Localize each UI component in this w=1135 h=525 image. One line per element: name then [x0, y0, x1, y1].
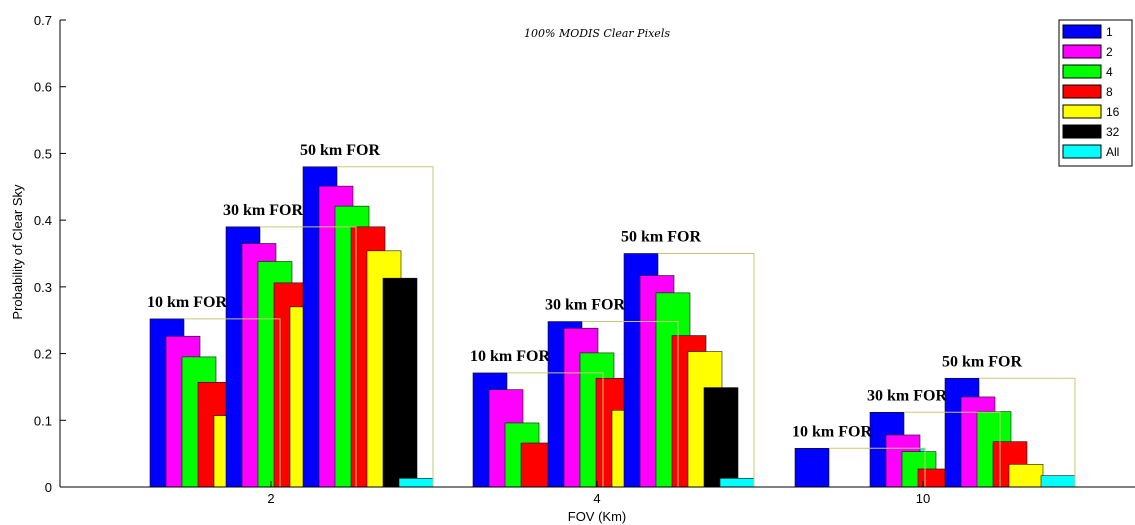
group-frame: [337, 166, 434, 487]
group-label: 50 km FOR: [300, 142, 380, 159]
group-label: 10 km FOR: [147, 294, 227, 311]
group-frame: [904, 411, 1001, 487]
group-label: 30 km FOR: [545, 297, 625, 314]
group-frame: [184, 318, 281, 487]
group-frame: [979, 377, 1076, 487]
y-tick-label: 0: [45, 480, 52, 495]
legend-label: 8: [1106, 85, 1113, 99]
legend-label: 32: [1106, 125, 1120, 139]
legend-swatch: [1062, 104, 1102, 119]
bar: [1008, 464, 1044, 488]
y-axis-label: Probability of Clear Sky: [10, 184, 25, 320]
y-tick-label: 0.5: [34, 146, 52, 161]
y-tick-label: 0.3: [34, 280, 52, 295]
bar: [719, 478, 755, 488]
bar: [1040, 475, 1076, 488]
group-frame: [829, 447, 926, 487]
bar: [794, 448, 830, 488]
x-tick-label: 4: [593, 491, 600, 506]
legend-swatch: [1062, 124, 1102, 139]
legend-label: 1: [1106, 25, 1113, 39]
group-label: 10 km FOR: [792, 423, 872, 440]
group-label: 50 km FOR: [621, 229, 701, 246]
bar: [398, 478, 434, 488]
legend-label: 4: [1106, 65, 1113, 79]
legend-swatch: [1062, 24, 1102, 39]
group-frame: [582, 321, 679, 487]
legend-swatch: [1062, 84, 1102, 99]
y-tick-label: 0.1: [34, 413, 52, 428]
group-label: 30 km FOR: [223, 202, 303, 219]
group-label: 50 km FOR: [942, 353, 1022, 370]
x-tick-label: 10: [916, 491, 930, 506]
group-label: 10 km FOR: [470, 348, 550, 365]
bar: [703, 387, 739, 488]
legend-swatch: [1062, 144, 1102, 159]
legend-label: 16: [1106, 105, 1120, 119]
y-tick-label: 0.4: [34, 213, 52, 228]
chart-title: 100% MODIS Clear Pixels: [524, 27, 670, 40]
x-axis-label: FOV (Km): [568, 509, 627, 524]
y-tick-label: 0.7: [34, 13, 52, 28]
group-frame: [507, 372, 604, 487]
legend-label: 2: [1106, 45, 1113, 59]
bar: [382, 277, 418, 488]
legend-swatch: [1062, 44, 1102, 59]
legend: 1 2 4 8 16 32 All: [1058, 19, 1133, 167]
y-tick-label: 0.6: [34, 80, 52, 95]
legend-swatch: [1062, 64, 1102, 79]
group-frame: [658, 253, 755, 487]
y-tick-label: 0.2: [34, 347, 52, 362]
group-frame: [260, 226, 357, 487]
x-tick-label: 2: [267, 491, 274, 506]
legend-label: All: [1106, 145, 1119, 159]
group-label: 30 km FOR: [867, 387, 947, 404]
